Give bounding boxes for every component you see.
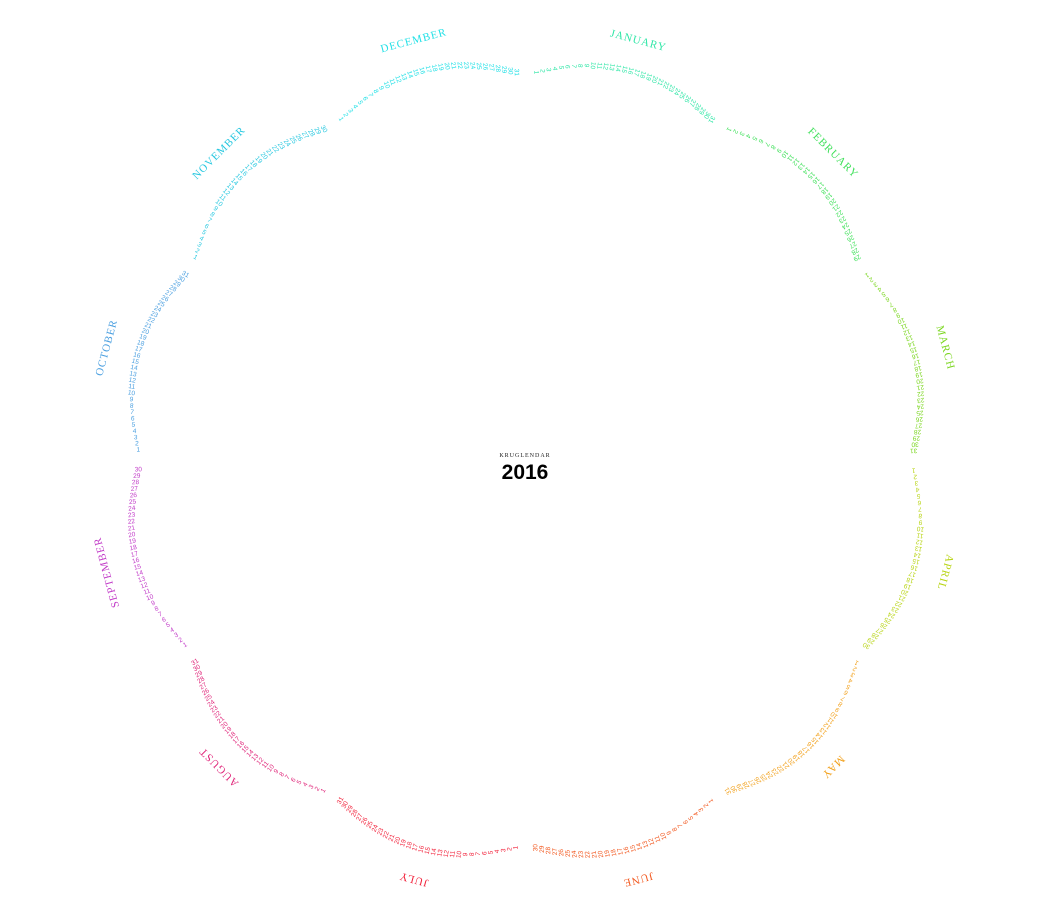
day-number: 28 — [545, 846, 552, 854]
day-number: 30 — [532, 844, 539, 852]
day-number: 28 — [132, 479, 140, 486]
month-label: JANUARY — [609, 28, 668, 55]
month-label: MARCH — [934, 324, 957, 371]
day-number: 25 — [564, 849, 572, 857]
day-number: 30 — [506, 67, 513, 75]
day-number: 30 — [911, 440, 919, 447]
month-july: 1234567891011121314151617181920212223242… — [336, 796, 520, 889]
day-number: 10 — [588, 61, 596, 70]
day-number: 10 — [916, 524, 925, 532]
month-august: 1234567891011121314151617181920212223242… — [190, 657, 327, 794]
month-label: AUGUST — [197, 745, 241, 789]
month-september: 1234567891011121314151617181920212223242… — [92, 466, 189, 649]
day-number: 27 — [551, 847, 559, 855]
day-number: 1 — [192, 254, 199, 262]
day-number: 1 — [724, 126, 732, 133]
month-october: 1234567891011121314151617181920212223242… — [93, 270, 190, 454]
year-label: 2016 — [502, 461, 549, 484]
day-number: 1 — [911, 466, 915, 473]
month-january: 1 2 3 4 56 7891011121314151617181920212223242… — [532, 28, 716, 125]
day-number: 1 — [136, 447, 140, 454]
day-number: 31 — [910, 447, 918, 454]
day-number: 1 — [853, 658, 860, 666]
day-number: 30 — [135, 466, 143, 473]
day-number: 1 — [513, 845, 520, 849]
month-label: MAY — [819, 753, 847, 781]
day-number: 26 — [558, 848, 566, 856]
brand-label: KRUGLENDAR — [499, 453, 550, 459]
month-february: 1234567891011121314151617181920212223242… — [724, 125, 861, 262]
month-label: JULY — [398, 870, 430, 889]
month-june: 1234567891011121314151617181920212223242… — [532, 797, 715, 889]
month-november: 1234567891011121314151617181920212223242… — [190, 124, 328, 261]
day-number: 2 — [538, 69, 545, 73]
day-number: 2 — [913, 473, 917, 480]
day-number: 25 — [129, 498, 137, 506]
month-december: 1234567891011121314151617181920212223242… — [337, 26, 520, 123]
day-number: 2 — [135, 440, 139, 447]
day-number: 29 — [539, 845, 546, 853]
day-number: 29 — [133, 473, 141, 480]
day-number: 26 — [129, 492, 137, 500]
month-label: SEPTEMBER — [92, 536, 122, 609]
day-number: 1 — [320, 787, 328, 794]
day-number: 2 — [506, 847, 513, 851]
month-may: 1234567891011121314151617181920212223242… — [723, 658, 860, 795]
day-number: 31 — [513, 69, 520, 77]
day-number: 10 — [127, 389, 136, 397]
month-label: JUNE — [622, 869, 655, 889]
month-april: 1234567891011121314151617181920212223242… — [862, 466, 956, 650]
month-label: OCTOBER — [93, 318, 120, 377]
day-number: 1 — [532, 70, 539, 74]
month-label: DECEMBER — [379, 26, 448, 55]
day-number: 10 — [455, 850, 463, 859]
day-number: 27 — [131, 485, 139, 493]
month-march: 1234567891011121314151617181920212223242… — [863, 271, 957, 454]
month-label: APRIL — [935, 553, 956, 592]
